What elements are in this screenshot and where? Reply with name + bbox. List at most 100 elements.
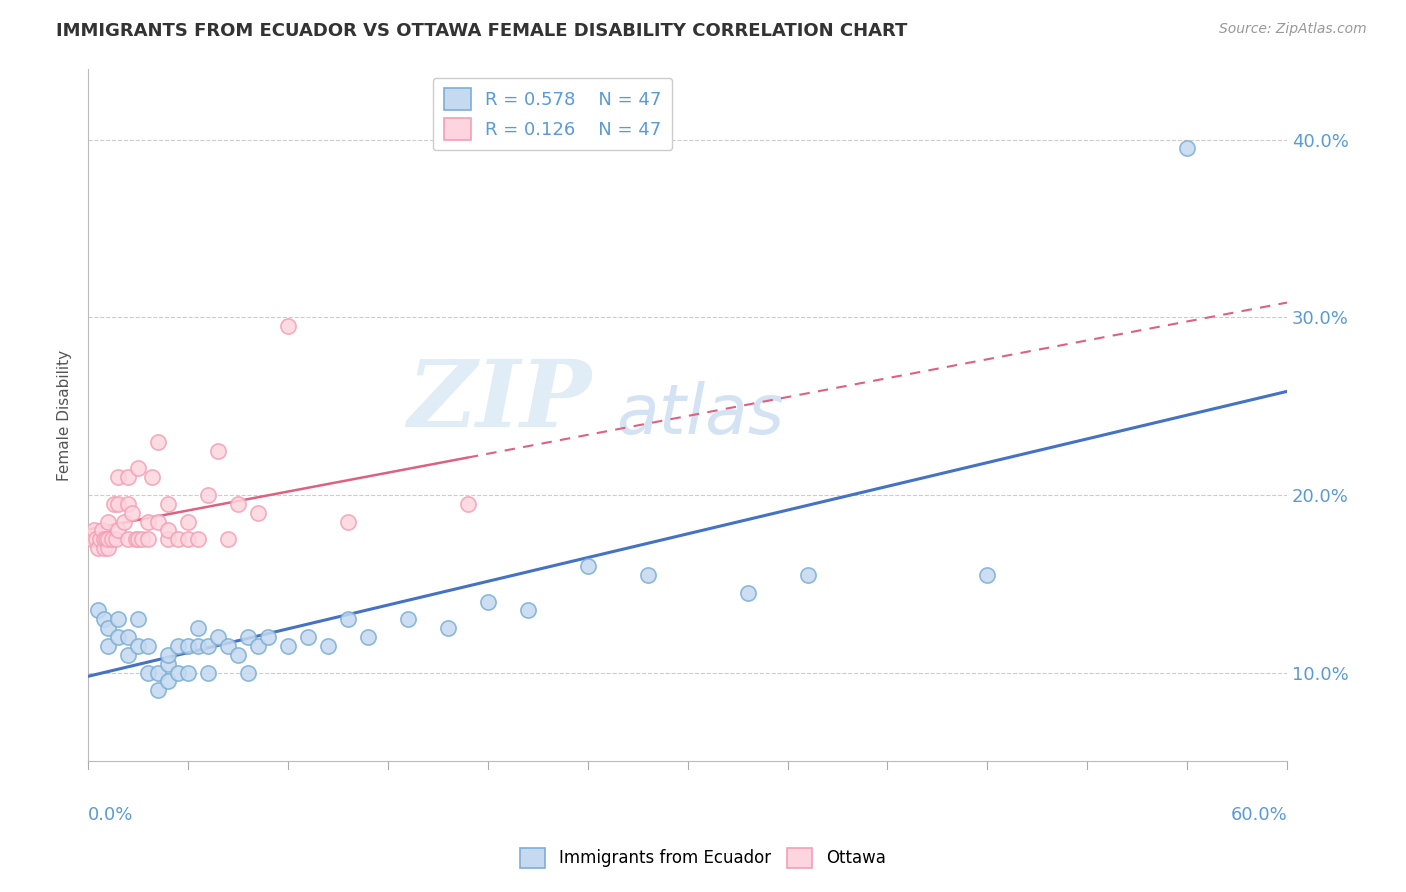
Point [167,533,190,547]
Point [157,533,180,547]
Point [246,639,269,653]
Point [167,665,190,680]
Point [167,639,190,653]
Point [97,541,120,556]
Point [94,533,117,547]
Point [93,612,115,626]
Y-axis label: Female Disability: Female Disability [58,350,72,481]
Point [257,630,280,644]
Point [84,533,107,547]
Point [97,533,120,547]
Text: atlas: atlas [616,382,783,449]
Point [107,524,129,538]
Point [93,541,115,556]
Point [141,470,163,484]
Point [87,541,110,556]
Text: IMMIGRANTS FROM ECUADOR VS OTTAWA FEMALE DISABILITY CORRELATION CHART: IMMIGRANTS FROM ECUADOR VS OTTAWA FEMALE… [56,22,908,40]
Point [207,443,229,458]
Point [107,612,129,626]
Point [297,630,319,644]
Text: 60.0%: 60.0% [1230,805,1286,824]
Point [177,515,200,529]
Point [437,621,460,635]
Point [336,612,359,626]
Point [127,533,149,547]
Point [117,533,139,547]
Point [277,639,299,653]
Point [146,434,169,449]
Point [316,639,339,653]
Point [121,506,143,520]
Point [457,497,479,511]
Point [93,533,115,547]
Point [157,648,180,662]
Point [117,648,139,662]
Point [226,497,249,511]
Point [107,497,129,511]
Point [226,648,249,662]
Point [277,319,299,334]
Point [97,639,120,653]
Point [217,639,239,653]
Point [177,665,200,680]
Point [136,533,159,547]
Point [82,533,104,547]
Point [117,630,139,644]
Point [187,621,209,635]
Point [107,630,129,644]
Point [107,470,129,484]
Point [516,603,538,617]
Text: ZIP: ZIP [408,356,592,446]
Point [127,461,149,475]
Point [217,533,239,547]
Point [157,497,180,511]
Point [236,630,259,644]
Point [197,488,219,502]
Point [117,470,139,484]
Point [396,612,419,626]
Point [125,533,148,547]
Point [117,497,139,511]
Point [796,567,818,582]
Point [197,665,219,680]
Point [91,524,114,538]
Point [157,657,180,671]
Point [105,533,128,547]
Point [737,585,759,599]
Text: 0.0%: 0.0% [89,805,134,824]
Point [83,524,105,538]
Point [357,630,380,644]
Point [127,639,149,653]
Point [112,515,135,529]
Point [637,567,659,582]
Point [146,515,169,529]
Point [136,665,159,680]
Point [477,594,499,608]
Point [197,639,219,653]
Point [101,533,124,547]
Point [187,533,209,547]
Point [146,665,169,680]
Point [976,567,998,582]
Point [146,683,169,698]
Point [131,533,153,547]
Point [157,674,180,689]
Legend: R = 0.578    N = 47, R = 0.126    N = 47: R = 0.578 N = 47, R = 0.126 N = 47 [433,78,672,151]
Point [97,515,120,529]
Legend: Immigrants from Ecuador, Ottawa: Immigrants from Ecuador, Ottawa [513,841,893,875]
Point [87,603,110,617]
Point [89,533,111,547]
Point [336,515,359,529]
Point [236,665,259,680]
Point [1175,141,1198,155]
Point [177,639,200,653]
Text: Source: ZipAtlas.com: Source: ZipAtlas.com [1219,22,1367,37]
Point [103,497,125,511]
Point [177,533,200,547]
Point [187,639,209,653]
Point [207,630,229,644]
Point [136,515,159,529]
Point [136,639,159,653]
Point [157,524,180,538]
Point [246,506,269,520]
